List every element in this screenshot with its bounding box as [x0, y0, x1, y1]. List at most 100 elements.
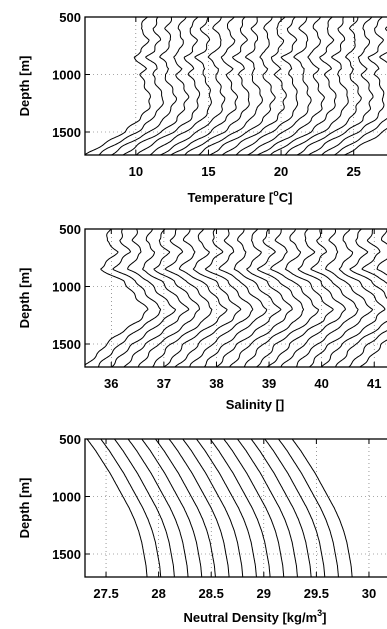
salinity-profile-line [85, 229, 149, 366]
temperature-profile-line [198, 17, 263, 155]
salinity-yticks: 500 1000 1500 [52, 222, 90, 352]
temperature-ytick-label: 1500 [52, 125, 81, 140]
salinity-profile-line [203, 229, 268, 367]
salinity-profile-line [111, 229, 177, 367]
density-xtick-label: 28 [151, 586, 165, 601]
temperature-profile-line [334, 26, 387, 155]
salinity-profile-line [280, 229, 346, 367]
temperature-profile-line [170, 17, 239, 155]
temperature-profile-line [149, 17, 212, 155]
salinity-xtick-label: 39 [262, 376, 276, 391]
salinity-ytick-label: 1000 [52, 280, 81, 295]
density-xlabel-sup: 3 [317, 608, 322, 618]
salinity-xtick-label: 36 [104, 376, 118, 391]
density-xtick-label: 30 [362, 586, 376, 601]
salinity-ytick-label: 1500 [52, 337, 81, 352]
salinity-profile-line [189, 229, 254, 367]
temperature-axes-frame [84, 16, 387, 156]
density-gridlines [85, 438, 387, 577]
temperature-profile-line [344, 127, 387, 155]
temperature-xtick-label: 25 [346, 164, 360, 179]
temperature-profile-line [284, 17, 349, 155]
density-profile-line [223, 439, 285, 577]
salinity-profile-line [348, 229, 387, 367]
temperature-yticks: 500 1000 1500 [52, 10, 90, 140]
salinity-profile-line [308, 229, 374, 367]
density-xtick-label: 28.5 [199, 586, 224, 601]
density-profile-line [291, 439, 353, 577]
density-profile-line [168, 439, 230, 577]
temperature-xticks: 10 15 20 25 [129, 17, 361, 179]
salinity-ylabel: Depth [m] [17, 268, 32, 329]
salinity-profile-line [152, 229, 213, 367]
density-profile-line [237, 439, 298, 577]
density-profile-line [100, 439, 162, 577]
temperature-xtick-label: 20 [274, 164, 288, 179]
salinity-ytick-label: 500 [59, 222, 81, 237]
temperature-profile-line [270, 17, 337, 155]
temperature-profiles [85, 17, 387, 155]
salinity-xtick-label: 40 [314, 376, 328, 391]
salinity-profile-line [123, 229, 190, 367]
density-profile-line [182, 439, 244, 577]
salinity-xlabel: Salinity [] [226, 397, 285, 412]
salinity-panel: 36 37 38 39 40 41 500 1000 1500 Salinity [] Dep… [17, 222, 387, 412]
temperature-profile-line [235, 17, 299, 155]
salinity-profile-line [320, 229, 386, 367]
density-profile-line [86, 439, 148, 577]
density-xlabel-main: Neutral Density [kg/m [183, 610, 317, 625]
temperature-profile-line [85, 17, 151, 155]
temperature-profile-line [308, 17, 374, 155]
density-profile-line [250, 439, 312, 577]
salinity-profile-line [295, 229, 359, 367]
salinity-axes-frame [84, 228, 387, 368]
temperature-profile-line [136, 17, 201, 155]
temperature-profile-line [184, 17, 250, 155]
density-profile-line [264, 439, 326, 577]
temperature-xlabel: Temperature [oC] [188, 188, 293, 205]
density-profile-line [196, 439, 257, 577]
salinity-xticks: 36 37 38 39 40 41 [104, 229, 381, 391]
temperature-profile-line [122, 17, 190, 155]
salinity-profile-line [266, 229, 334, 367]
salinity-profile-line [216, 229, 282, 367]
temperature-profile-line [257, 17, 325, 155]
salinity-xtick-label: 41 [367, 376, 381, 391]
temperature-profile-line [209, 17, 276, 155]
salinity-profile-line [243, 229, 305, 367]
salinity-profile-line [359, 229, 387, 367]
density-xtick-label: 29.5 [304, 586, 329, 601]
density-profile-line [114, 439, 175, 577]
density-ylabel: Depth [m] [17, 478, 32, 539]
temperature-profile-line [296, 17, 362, 155]
density-profile-line [209, 439, 271, 577]
salinity-profile-line [174, 229, 242, 367]
temperature-profile-line [160, 17, 226, 155]
salinity-profiles [85, 229, 387, 367]
density-profile-line [155, 439, 216, 577]
salinity-profile-line [137, 229, 201, 367]
density-profile-line [141, 439, 203, 577]
density-panel: 27.5 28 28.5 29 29.5 30 500 1000 1500 Neutral D… [17, 432, 387, 625]
density-profile-line [278, 439, 339, 577]
density-xtick-label: 27.5 [93, 586, 118, 601]
salinity-profile-line [97, 229, 162, 367]
temperature-gridlines [85, 16, 387, 155]
temperature-xlabel-sup: o [273, 188, 279, 198]
temperature-panel: 10 15 20 25 500 1000 1500 Temperature [oC] De… [17, 10, 387, 205]
salinity-profile-line [229, 229, 293, 367]
density-xtick-label: 29 [257, 586, 271, 601]
temperature-profile-line [221, 17, 287, 155]
temperature-profile-line [321, 17, 385, 155]
density-profiles [86, 439, 353, 577]
density-profile-line [127, 439, 189, 577]
density-ytick-label: 500 [59, 432, 81, 447]
temperature-ylabel: Depth [m] [17, 56, 32, 117]
density-axes-frame [84, 438, 387, 578]
temperature-xlabel-main: Temperature [ [188, 190, 274, 205]
temperature-xtick-label: 15 [201, 164, 215, 179]
density-xlabel: Neutral Density [kg/m3] [183, 608, 326, 625]
density-xticks: 27.5 28 28.5 29 29.5 30 [93, 439, 376, 601]
temperature-profile-line [247, 17, 312, 155]
